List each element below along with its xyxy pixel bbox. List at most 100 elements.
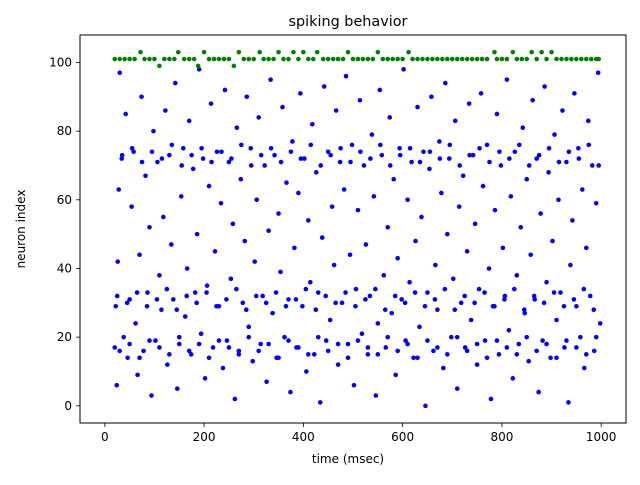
y-tick-label: 80 <box>57 124 72 138</box>
series-0-point <box>442 286 448 292</box>
series-0-point <box>302 156 307 161</box>
series-0-point <box>367 293 373 299</box>
series-0-point <box>358 149 363 155</box>
series-0-point <box>474 362 480 367</box>
series-0-point <box>516 341 522 347</box>
series-0-point <box>232 396 238 402</box>
series-0-point <box>276 355 281 361</box>
series-1-point <box>539 49 544 55</box>
series-1-point <box>406 49 411 55</box>
series-0-point <box>570 218 575 223</box>
y-tick-label: 100 <box>49 55 72 69</box>
series-0-point <box>296 345 301 350</box>
axes-frame <box>79 34 627 424</box>
series-0-point <box>583 245 589 251</box>
series-0-point <box>328 152 333 158</box>
series-1-point <box>127 56 132 62</box>
x-axis-label: time (msec) <box>312 452 384 466</box>
y-axis-label: neuron index <box>14 190 28 269</box>
series-1-point <box>400 56 405 62</box>
series-0-point <box>528 252 533 258</box>
series-0-point <box>153 338 158 343</box>
x-tick-label: 0 <box>101 430 109 444</box>
series-1-point <box>216 56 222 62</box>
series-0-point <box>254 197 260 203</box>
series-1-point <box>340 56 346 62</box>
series-1-point <box>286 56 291 62</box>
series-0-point <box>329 204 335 209</box>
series-0-point <box>167 352 172 357</box>
series-0-point <box>353 286 359 292</box>
series-0-point <box>169 242 174 247</box>
series-0-point <box>546 146 552 151</box>
series-1-point <box>310 56 316 62</box>
series-0-point <box>422 303 428 309</box>
series-0-point <box>435 345 440 350</box>
series-0-point <box>467 152 472 158</box>
series-1-point <box>385 56 391 62</box>
series-1-point <box>241 56 247 62</box>
series-0-point <box>260 293 265 299</box>
series-0-point <box>143 173 148 179</box>
series-0-point <box>482 338 488 343</box>
series-1-point <box>544 56 549 62</box>
series-1-point <box>435 56 440 62</box>
series-0-point <box>443 80 448 86</box>
series-0-point <box>134 290 140 295</box>
series-0-point <box>266 228 271 234</box>
series-0-point <box>595 70 601 76</box>
series-0-point <box>576 146 581 151</box>
series-1-point <box>147 56 152 62</box>
series-0-point <box>411 355 416 361</box>
series-1 <box>112 49 601 69</box>
series-0-point <box>470 152 476 158</box>
series-0-point <box>273 290 279 295</box>
series-0-point <box>198 331 204 337</box>
series-0-point <box>224 297 229 302</box>
series-0-point <box>137 252 142 258</box>
series-0-point <box>256 115 261 120</box>
series-0-point <box>375 352 381 357</box>
series-0-point <box>593 334 599 340</box>
series-0-point <box>313 307 319 312</box>
series-0-point <box>585 118 591 124</box>
series-0-point <box>159 307 164 312</box>
series-1-point <box>206 56 212 62</box>
series-0-point <box>488 396 494 402</box>
series-0-point <box>504 345 510 350</box>
series-1-point <box>596 56 601 62</box>
series-0-point <box>427 149 433 155</box>
series-0-point <box>131 149 136 155</box>
series-0-point <box>196 341 202 347</box>
series-0-point <box>484 355 490 361</box>
series-0-point <box>163 108 168 113</box>
series-0-point <box>347 252 353 258</box>
series-1-point <box>365 56 371 62</box>
series-0-point <box>540 338 545 343</box>
series-0-point <box>229 156 234 161</box>
series-0-point <box>399 297 404 302</box>
series-0-point <box>338 146 343 151</box>
series-0-point <box>308 279 313 285</box>
series-1-point <box>445 56 450 62</box>
series-0-point <box>226 159 232 165</box>
series-0-point <box>468 317 474 323</box>
series-1-point <box>236 49 242 55</box>
series-0-point <box>306 352 311 357</box>
series-0-point <box>282 334 287 340</box>
series-0-point <box>477 146 482 151</box>
series-1-point <box>415 56 420 62</box>
series-0-point <box>478 91 484 96</box>
series-0-point <box>154 297 160 302</box>
series-0-point <box>248 146 254 151</box>
series-0-point <box>524 334 530 340</box>
series-0-point <box>298 91 303 96</box>
series-1-point <box>112 56 118 62</box>
series-0-point <box>415 104 420 110</box>
series-0-point <box>536 389 541 395</box>
series-0-point <box>566 400 571 405</box>
series-1-point <box>579 56 584 62</box>
series-1-point <box>350 56 356 62</box>
series-0-point <box>117 348 123 354</box>
series-0-point <box>264 379 269 385</box>
